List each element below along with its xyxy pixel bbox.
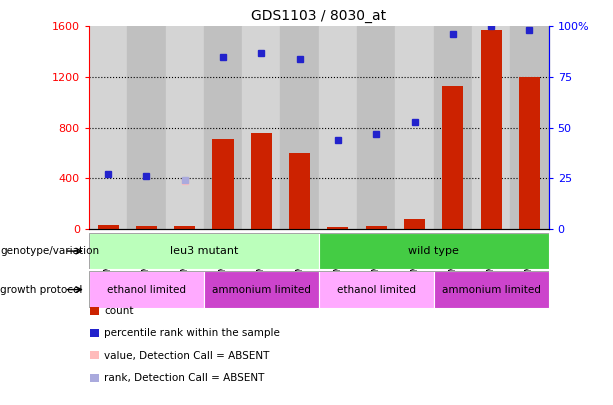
- Text: growth protocol: growth protocol: [0, 285, 82, 294]
- Bar: [327, 226, 348, 229]
- Bar: [174, 226, 195, 229]
- Bar: [319, 271, 434, 308]
- Bar: [136, 226, 157, 229]
- Text: leu3 mutant: leu3 mutant: [170, 246, 238, 256]
- Bar: [90, 352, 99, 360]
- Bar: [213, 139, 234, 229]
- Bar: [89, 26, 128, 229]
- Bar: [166, 26, 204, 229]
- Title: GDS1103 / 8030_at: GDS1103 / 8030_at: [251, 9, 386, 23]
- Bar: [204, 26, 242, 229]
- Bar: [319, 233, 549, 269]
- Bar: [289, 153, 310, 229]
- Bar: [204, 271, 319, 308]
- Text: ammonium limited: ammonium limited: [442, 285, 541, 294]
- Bar: [395, 26, 434, 229]
- Text: ammonium limited: ammonium limited: [212, 285, 311, 294]
- Text: genotype/variation: genotype/variation: [0, 246, 99, 256]
- Text: count: count: [104, 306, 134, 316]
- Bar: [89, 271, 204, 308]
- Bar: [251, 133, 272, 229]
- Bar: [519, 77, 540, 229]
- Text: ethanol limited: ethanol limited: [107, 285, 186, 294]
- Bar: [90, 374, 99, 382]
- Bar: [90, 307, 99, 315]
- Bar: [434, 26, 472, 229]
- Bar: [89, 233, 319, 269]
- Bar: [97, 225, 118, 229]
- Text: ethanol limited: ethanol limited: [337, 285, 416, 294]
- Text: value, Detection Call = ABSENT: value, Detection Call = ABSENT: [104, 351, 270, 360]
- Bar: [319, 26, 357, 229]
- Text: percentile rank within the sample: percentile rank within the sample: [104, 328, 280, 338]
- Bar: [510, 26, 549, 229]
- Text: rank, Detection Call = ABSENT: rank, Detection Call = ABSENT: [104, 373, 265, 383]
- Bar: [481, 30, 501, 229]
- Bar: [90, 329, 99, 337]
- Bar: [242, 26, 281, 229]
- Bar: [281, 26, 319, 229]
- Bar: [366, 226, 387, 229]
- Bar: [128, 26, 166, 229]
- Bar: [434, 271, 549, 308]
- Bar: [404, 219, 425, 229]
- Bar: [443, 86, 463, 229]
- Text: wild type: wild type: [408, 246, 459, 256]
- Bar: [472, 26, 510, 229]
- Bar: [357, 26, 395, 229]
